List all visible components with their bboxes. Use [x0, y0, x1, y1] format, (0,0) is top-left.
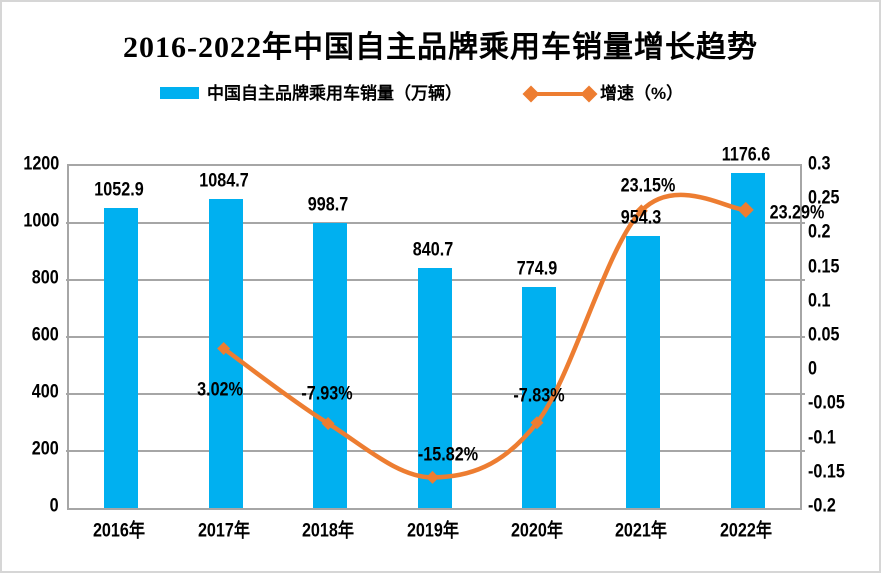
- legend-line-label: 增速（%）: [600, 83, 684, 103]
- left-axis-tick-label: 1000: [23, 210, 59, 232]
- left-axis-tick-label: 400: [32, 381, 59, 403]
- legend-bar-swatch: [160, 87, 199, 99]
- bar-2018年: [313, 223, 348, 508]
- x-axis-label: 2018年: [302, 520, 355, 542]
- x-axis-label: 2022年: [719, 520, 772, 542]
- bar-2020年: [521, 287, 556, 508]
- right-axis-tick-label: 0.25: [808, 187, 840, 209]
- bar-value-label: 1176.6: [721, 144, 771, 166]
- right-axis-tick-label: 0.1: [808, 290, 831, 312]
- x-axis-label: 2017年: [197, 520, 250, 542]
- left-axis-tick-label: 800: [32, 267, 59, 289]
- right-axis-tick-label: -0.05: [808, 392, 845, 414]
- gridline: [66, 222, 805, 224]
- chart-title: 2016-2022年中国自主品牌乘用车销量增长趋势: [123, 31, 758, 64]
- bar-2016年: [104, 207, 139, 508]
- bar-2017年: [208, 198, 243, 508]
- left-axis-tick-label: 0: [50, 495, 59, 517]
- bar-2021年: [626, 236, 661, 508]
- x-axis-label: 2016年: [93, 520, 146, 542]
- right-axis-tick-label: 0: [808, 358, 817, 380]
- left-axis-tick-label: 200: [32, 438, 59, 460]
- right-axis-tick-label: 0.15: [808, 256, 840, 278]
- legend-line-swatch: [533, 92, 589, 96]
- x-axis-label: 2019年: [406, 520, 459, 542]
- right-axis-tick-label: -0.2: [808, 495, 836, 517]
- bar-2019年: [417, 268, 452, 508]
- legend-line-diamond-icon: [580, 85, 598, 103]
- x-axis-label: 2020年: [510, 520, 563, 542]
- left-axis-tick-label: 600: [32, 324, 59, 346]
- right-axis-tick-label: -0.15: [808, 461, 845, 483]
- left-axis-tick-label: 1200: [23, 153, 59, 175]
- right-axis-tick-label: 0.05: [808, 324, 840, 346]
- right-axis-tick-label: 0.2: [808, 221, 831, 243]
- plot-area: [66, 164, 805, 510]
- right-axis-tick-label: -0.1: [808, 427, 836, 449]
- bar-2022年: [730, 172, 765, 508]
- x-axis-label: 2021年: [615, 520, 668, 542]
- right-axis-tick-label: 0.3: [808, 153, 831, 175]
- legend-bar-label: 中国自主品牌乘用车销量（万辆）: [207, 83, 462, 103]
